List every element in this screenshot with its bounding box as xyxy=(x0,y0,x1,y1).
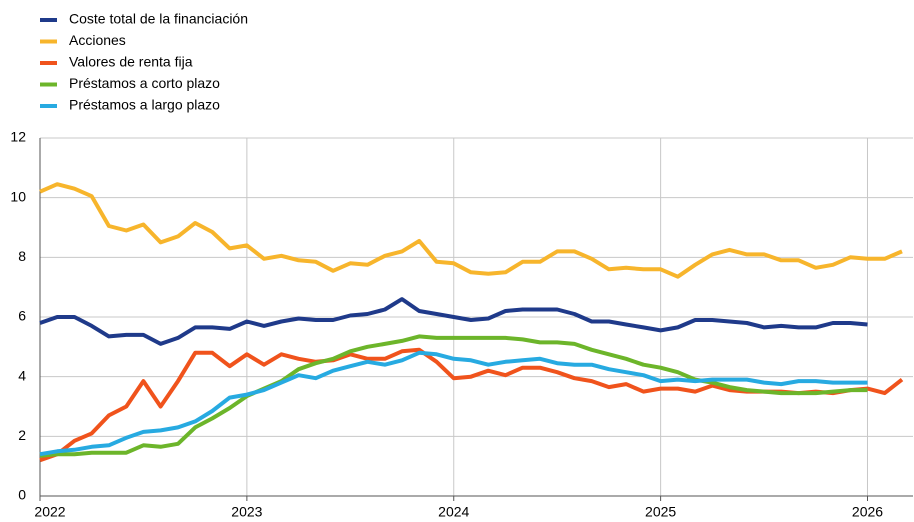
y-tick-label: 10 xyxy=(10,188,26,204)
x-tick-label: 2026 xyxy=(852,504,883,520)
y-tick-label: 6 xyxy=(18,308,26,324)
legend-label: Valores de renta fija xyxy=(69,54,193,70)
series-line xyxy=(39,334,868,458)
x-tick-label: 2022 xyxy=(34,504,65,520)
y-tick-label: 0 xyxy=(18,487,26,503)
legend-label: Préstamos a largo plazo xyxy=(69,97,220,113)
y-tick-label: 4 xyxy=(18,367,26,383)
series-line xyxy=(39,297,868,346)
legend-label: Acciones xyxy=(69,32,126,48)
x-tick-label: 2024 xyxy=(438,504,469,520)
legend-label: Coste total de la financiación xyxy=(69,11,248,27)
series-line xyxy=(39,350,868,457)
series-line xyxy=(39,182,903,279)
y-tick-label: 2 xyxy=(18,427,26,443)
legend-label: Préstamos a corto plazo xyxy=(69,75,220,91)
x-tick-label: 2025 xyxy=(645,504,676,520)
y-tick-label: 12 xyxy=(10,129,26,145)
y-tick-label: 8 xyxy=(18,248,26,264)
x-tick-label: 2023 xyxy=(231,504,262,520)
